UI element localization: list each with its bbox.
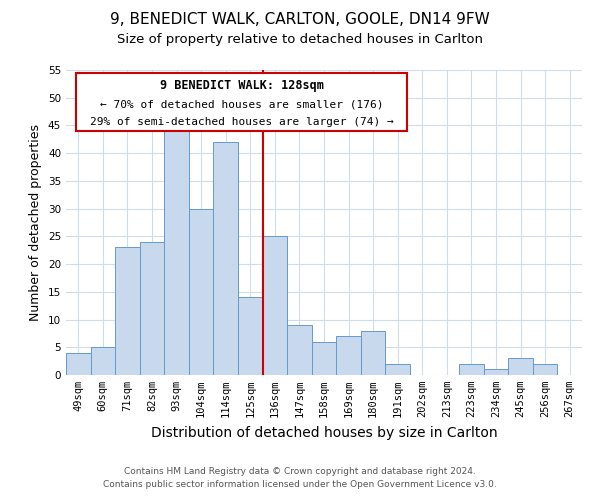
Bar — [385, 364, 410, 375]
Bar — [189, 208, 214, 375]
Text: Contains HM Land Registry data © Crown copyright and database right 2024.: Contains HM Land Registry data © Crown c… — [124, 467, 476, 476]
Bar — [459, 364, 484, 375]
X-axis label: Distribution of detached houses by size in Carlton: Distribution of detached houses by size … — [151, 426, 497, 440]
Bar — [140, 242, 164, 375]
Text: Size of property relative to detached houses in Carlton: Size of property relative to detached ho… — [117, 32, 483, 46]
FancyBboxPatch shape — [76, 73, 407, 131]
Bar — [484, 370, 508, 375]
Bar — [164, 120, 189, 375]
Bar — [287, 325, 312, 375]
Y-axis label: Number of detached properties: Number of detached properties — [29, 124, 43, 321]
Text: ← 70% of detached houses are smaller (176): ← 70% of detached houses are smaller (17… — [100, 100, 383, 110]
Bar — [66, 353, 91, 375]
Text: 29% of semi-detached houses are larger (74) →: 29% of semi-detached houses are larger (… — [89, 118, 394, 128]
Bar — [312, 342, 336, 375]
Text: Contains public sector information licensed under the Open Government Licence v3: Contains public sector information licen… — [103, 480, 497, 489]
Bar — [533, 364, 557, 375]
Bar — [115, 248, 140, 375]
Text: 9 BENEDICT WALK: 128sqm: 9 BENEDICT WALK: 128sqm — [160, 80, 323, 92]
Bar — [336, 336, 361, 375]
Bar — [91, 348, 115, 375]
Bar — [214, 142, 238, 375]
Bar — [238, 298, 263, 375]
Text: 9, BENEDICT WALK, CARLTON, GOOLE, DN14 9FW: 9, BENEDICT WALK, CARLTON, GOOLE, DN14 9… — [110, 12, 490, 28]
Bar — [508, 358, 533, 375]
Bar — [263, 236, 287, 375]
Bar — [361, 330, 385, 375]
